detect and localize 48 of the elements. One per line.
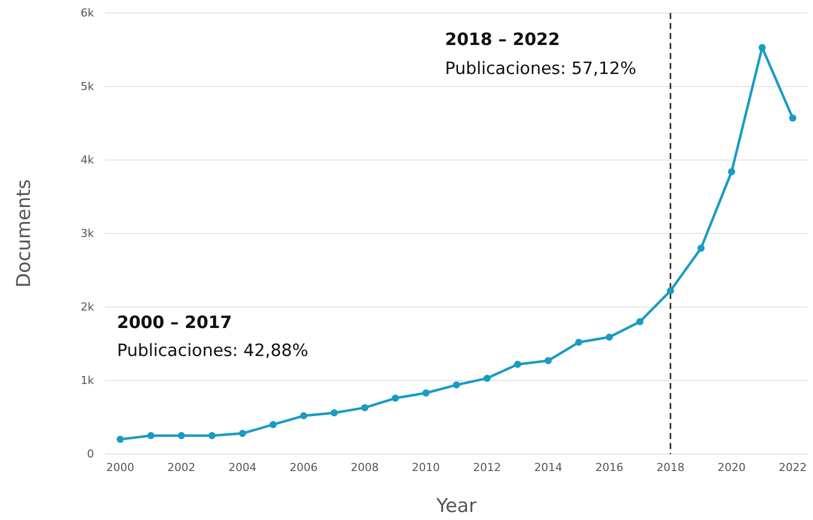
x-axis-title: Year [435,495,477,517]
y-tick-label: 0 [87,448,94,461]
y-tick-label: 4k [80,154,95,167]
point [697,244,705,252]
point [666,287,674,294]
point [270,421,277,428]
y-axis-title: Documents [13,179,35,288]
x-tick-label: 2000 [106,460,134,474]
point [330,409,338,416]
annotation: 2018 – 2022 [445,30,560,50]
point [452,381,460,388]
point [758,44,766,52]
point [789,114,796,122]
point [422,389,430,397]
annotation: Publicaciones: 42,88% [117,341,308,361]
y-tick-label: 3k [80,227,95,240]
point [483,374,491,382]
point [147,432,154,440]
point [514,360,522,368]
x-tick-label: 2008 [350,460,379,474]
point [636,318,644,326]
annotation: 2000 – 2017 [117,313,232,333]
point [544,357,552,364]
point [208,432,216,440]
point [392,394,399,402]
point [575,338,582,346]
x-tick-label: 2022 [778,460,807,474]
x-tick-label: 2010 [412,460,440,474]
y-tick-label: 5k [80,80,95,94]
point [606,334,613,341]
point [300,412,308,420]
x-tick-label: 2012 [473,460,502,474]
point [178,432,185,440]
annotation: Publicaciones: 57,12% [445,59,636,79]
x-tick-label: 2006 [290,460,318,474]
x-tick-label: 2018 [656,460,684,474]
x-tick-label: 2014 [534,460,562,474]
y-tick-label: 1k [80,374,95,388]
point [116,436,124,443]
y-tick-label: 2k [80,300,95,314]
x-tick-label: 2020 [718,460,746,474]
x-tick-label: 2004 [228,460,257,474]
point [728,168,736,176]
point [361,404,368,412]
x-tick-label: 2002 [167,460,196,474]
y-tick-label: 6k [80,6,95,20]
x-tick-label: 2016 [595,460,624,474]
point [238,430,246,437]
